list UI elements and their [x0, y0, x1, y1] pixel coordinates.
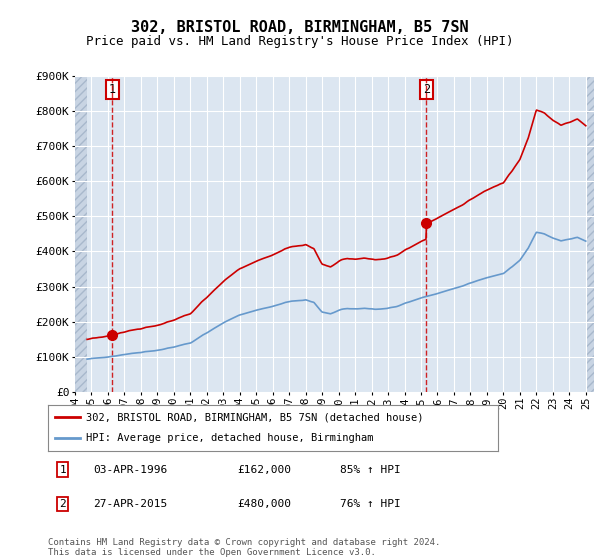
- Bar: [75, 76, 86, 392]
- Text: 302, BRISTOL ROAD, BIRMINGHAM, B5 7SN (detached house): 302, BRISTOL ROAD, BIRMINGHAM, B5 7SN (d…: [86, 412, 424, 422]
- Text: 76% ↑ HPI: 76% ↑ HPI: [341, 499, 401, 509]
- Text: £162,000: £162,000: [237, 465, 291, 475]
- Text: HPI: Average price, detached house, Birmingham: HPI: Average price, detached house, Birm…: [86, 433, 374, 444]
- Bar: [586, 76, 594, 392]
- Bar: [586, 76, 594, 392]
- Text: £480,000: £480,000: [237, 499, 291, 509]
- Text: 302, BRISTOL ROAD, BIRMINGHAM, B5 7SN: 302, BRISTOL ROAD, BIRMINGHAM, B5 7SN: [131, 20, 469, 35]
- Text: 03-APR-1996: 03-APR-1996: [93, 465, 167, 475]
- Text: Price paid vs. HM Land Registry's House Price Index (HPI): Price paid vs. HM Land Registry's House …: [86, 35, 514, 48]
- Text: 2: 2: [59, 499, 66, 509]
- Bar: [75, 76, 86, 392]
- Text: 85% ↑ HPI: 85% ↑ HPI: [341, 465, 401, 475]
- Text: 27-APR-2015: 27-APR-2015: [93, 499, 167, 509]
- Text: 1: 1: [59, 465, 66, 475]
- Text: Contains HM Land Registry data © Crown copyright and database right 2024.
This d: Contains HM Land Registry data © Crown c…: [48, 538, 440, 557]
- Text: 1: 1: [109, 83, 116, 96]
- Text: 2: 2: [423, 83, 430, 96]
